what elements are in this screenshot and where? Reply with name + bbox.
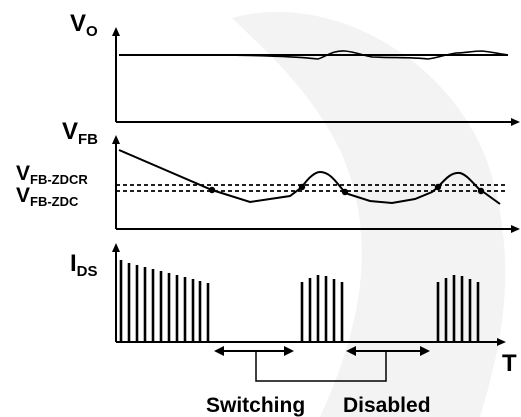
vfb-crossing-point xyxy=(341,188,349,196)
callout-connector xyxy=(255,351,387,382)
vfb-waveform xyxy=(118,149,501,205)
vfb-y-arrow xyxy=(112,135,120,144)
switching-label: Switching xyxy=(206,394,305,417)
vfb-zdcr-label: VFB-ZDCR xyxy=(16,162,88,187)
arrow-head-right xyxy=(284,346,294,356)
vo-y-arrow xyxy=(112,27,120,36)
switching-disabled-annotation: Switching Disabled xyxy=(206,346,431,417)
vfb-x-arrow xyxy=(511,225,520,233)
time-axis-label: T xyxy=(502,350,517,377)
arrow-head-right xyxy=(420,346,430,356)
ids-panel: IDS T xyxy=(70,243,517,377)
vfb-crossing-point xyxy=(298,183,306,191)
vo-label: VO xyxy=(70,10,98,40)
arrow-head-left xyxy=(214,346,224,356)
arrow-head-left xyxy=(346,346,356,356)
ids-x-arrow xyxy=(497,338,506,346)
vfb-crossing-point xyxy=(434,183,442,191)
vfb-zdc-label: VFB-ZDC xyxy=(16,184,79,209)
vfb-crossing-point xyxy=(477,187,485,195)
ids-pulse-burst-2 xyxy=(300,275,344,342)
vfb-panel: VFB VFB-ZDCR VFB-ZDC xyxy=(16,118,520,233)
vo-ripple-waveform xyxy=(119,50,509,60)
ids-pulse-burst-1 xyxy=(119,260,210,342)
vo-panel: VO xyxy=(70,10,520,126)
background-watermark xyxy=(232,11,506,417)
vfb-crossing-point xyxy=(208,186,216,194)
disabled-label: Disabled xyxy=(343,394,431,417)
vo-x-arrow xyxy=(511,118,520,126)
vfb-label: VFB xyxy=(62,118,98,148)
ids-pulse-burst-3 xyxy=(436,275,480,342)
ids-y-arrow xyxy=(112,243,120,252)
ids-label: IDS xyxy=(70,250,98,280)
